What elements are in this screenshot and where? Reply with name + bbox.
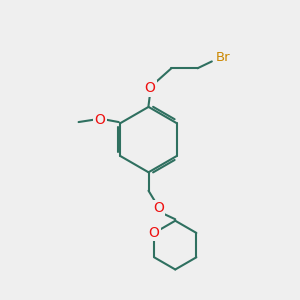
Text: O: O bbox=[154, 201, 164, 215]
Text: O: O bbox=[149, 226, 160, 240]
Text: O: O bbox=[145, 82, 155, 95]
Text: Br: Br bbox=[216, 51, 231, 64]
Text: O: O bbox=[94, 113, 105, 127]
